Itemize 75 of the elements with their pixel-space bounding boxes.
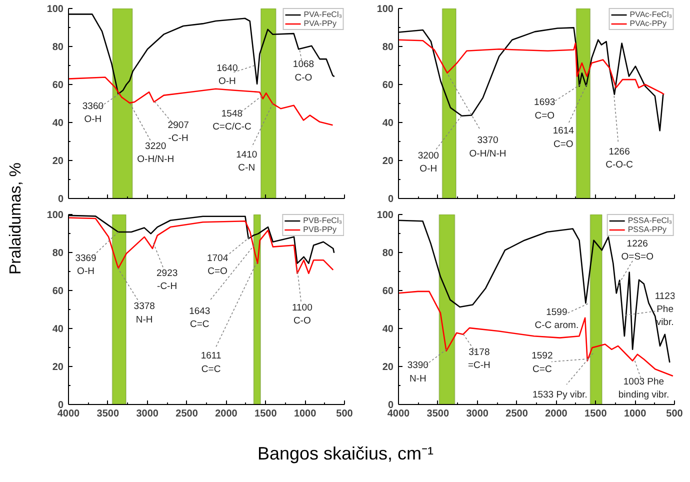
annotation: 1640 O-H [216, 62, 238, 88]
annotation: 1614 C=O [552, 126, 574, 150]
annotation: 1693 C=O [534, 97, 556, 122]
y-tick-label: 40 [382, 324, 394, 335]
y-tick-label: 100 [46, 210, 64, 221]
y-tick-label: 20 [382, 362, 394, 373]
x-tick-label: 3500 [426, 408, 450, 420]
y-tick-label: 0 [58, 400, 64, 411]
annotation: 1266 C-O-C [606, 146, 634, 171]
x-axis-title: Bangos skaičius, cm⁻¹ [257, 444, 434, 464]
y-tick-label: 80 [52, 42, 64, 53]
y-tick-label: 0 [388, 400, 394, 411]
x-tick-label: 4000 [387, 408, 410, 420]
y-tick-label: 60 [382, 286, 394, 297]
y-tick-label: 0 [388, 194, 394, 205]
x-tick-label: 3500 [96, 408, 120, 420]
x-tick-label: 4000 [57, 408, 80, 420]
y-tick-label: 60 [382, 80, 394, 91]
y-tick-label: 60 [52, 80, 64, 91]
y-tick-label: 100 [46, 4, 64, 15]
y-tick-label: 40 [52, 118, 64, 129]
x-tick-label: 3000 [136, 408, 159, 420]
legend-label: PVB-FeCl₃ [303, 216, 342, 225]
x-tick-label: 500 [666, 408, 684, 420]
y-tick-label: 40 [52, 324, 64, 335]
y-tick-label: 100 [376, 210, 394, 221]
annotation: 1533 Py vibr. [532, 390, 588, 400]
y-tick-label: 80 [382, 248, 394, 259]
annotation: 2923 -C-H [156, 268, 178, 292]
annotation: 1611 C=C [200, 350, 222, 375]
annotation: 3370 O-H/N-H [469, 135, 506, 160]
y-tick-label: 0 [58, 194, 64, 205]
x-tick-label: 2000 [215, 408, 238, 420]
legend-label: PVAc-PPy [630, 19, 667, 28]
annotation: 3390 N-H [407, 360, 428, 384]
annotation: 1592 C=C [532, 350, 553, 375]
x-tick-label: 1000 [294, 408, 317, 420]
y-tick-label: 40 [382, 118, 394, 129]
y-tick-label: 20 [52, 362, 64, 373]
annotation: 3178 =C-H [468, 346, 491, 371]
annotation: 1068 C-O [292, 59, 314, 84]
x-tick-label: 1000 [624, 408, 647, 420]
annotation: 1226 O=S=O [621, 238, 654, 263]
annotation: 1548 C=C/C-C [212, 108, 252, 133]
annotation: 1643 C=C [189, 306, 210, 330]
y-tick-label: 20 [52, 156, 64, 167]
annotation: 3378 N-H [134, 301, 155, 326]
legend-label: PSSA-PPy [628, 225, 667, 234]
x-tick-label: 2000 [545, 408, 568, 420]
annotation: 1599 C-C arom. [534, 306, 579, 332]
y-tick-label: 80 [382, 42, 394, 53]
annotation: 1410 C-N [236, 149, 258, 174]
x-tick-label: 500 [336, 408, 354, 420]
legend-label: PVA-PPy [304, 19, 337, 28]
annotation: 1003 Phe binding vibr. [618, 376, 670, 400]
y-tick-label: 100 [376, 4, 394, 15]
y-tick-label: 80 [52, 248, 64, 259]
x-tick-label: 2500 [506, 408, 528, 420]
legend-label: PVAc-FeCl₃ [630, 10, 672, 19]
annotation: 1123 Phe vibr. [654, 290, 676, 328]
y-tick-label: 60 [52, 286, 64, 297]
x-tick-label: 1500 [254, 408, 278, 420]
annotation: 3369 O-H [75, 252, 96, 278]
x-tick-label: 1500 [584, 408, 608, 420]
annotation: 3200 O-H [418, 150, 439, 174]
y-axis-title: Pralaidumas, % [7, 162, 24, 275]
x-tick-label: 3000 [466, 408, 489, 420]
legend-label: PVA-FeCl₃ [304, 10, 342, 19]
legend-label: PVB-PPy [303, 225, 337, 234]
legend-label: PSSA-FeCl₃ [628, 216, 672, 225]
y-tick-label: 20 [382, 156, 394, 167]
annotation: 3360 O-H [82, 100, 104, 126]
annotation: 1100 C-O [292, 302, 312, 327]
annotation: 1704 C=O [206, 252, 228, 278]
x-tick-label: 2500 [176, 408, 198, 420]
